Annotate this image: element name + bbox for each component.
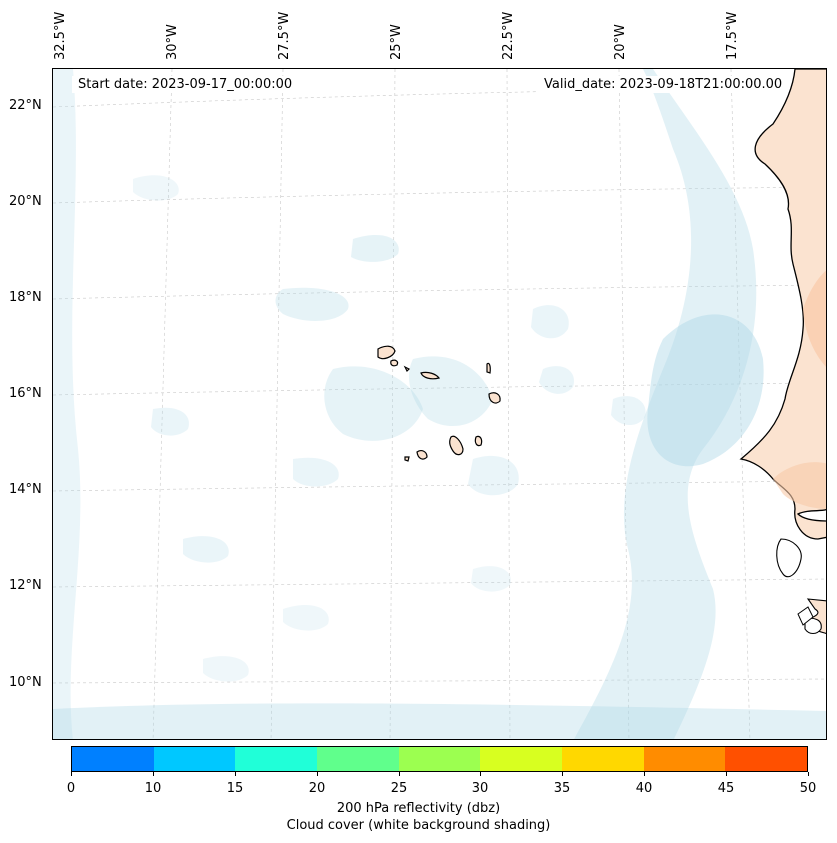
colorbar-tickmark (480, 772, 481, 776)
colorbar-segment (235, 747, 318, 771)
colorbar-segment (480, 747, 563, 771)
graticule (53, 69, 826, 739)
colorbar-tick-label: 10 (144, 781, 162, 796)
colorbar-segment (562, 747, 644, 771)
colorbar-tickmark (726, 772, 727, 776)
colorbar-tickmark (644, 772, 645, 776)
colorbar-tick-label: 45 (717, 781, 735, 796)
longitude-label: 25°W (389, 24, 404, 60)
latitude-label: 20°N (9, 194, 42, 209)
colorbar-tickmark (562, 772, 563, 776)
colorbar-segment (317, 747, 399, 771)
colorbar-segment (643, 747, 726, 771)
latitude-label: 16°N (9, 386, 42, 401)
latitude-label: 10°N (9, 675, 42, 690)
longitude-label: 32.5°W (53, 11, 68, 60)
colorbar-tickmark (808, 772, 809, 776)
colorbar-segment (398, 747, 481, 771)
colorbar-tick-label: 20 (308, 781, 326, 796)
latitude-label: 12°N (9, 578, 42, 593)
cape-verde-islands (377, 345, 501, 462)
colorbar-tickmark (317, 772, 318, 776)
colorbar-tickmark (153, 772, 154, 776)
start-date-label: Start date: 2023-09-17_00:00:00 (72, 76, 299, 93)
cloud-cover-shading (53, 69, 826, 739)
longitude-label: 17.5°W (725, 11, 740, 60)
colorbar-tick-label: 15 (226, 781, 244, 796)
colorbar-tick-label: 30 (471, 781, 489, 796)
colorbar-tickmark (399, 772, 400, 776)
longitude-label: 20°W (613, 24, 628, 60)
colorbar (71, 746, 808, 772)
colorbar-tick-label: 50 (799, 781, 817, 796)
colorbar-tick-label: 25 (390, 781, 408, 796)
longitude-label: 27.5°W (277, 11, 292, 60)
latitude-label: 14°N (9, 482, 42, 497)
map-panel (52, 68, 827, 740)
map-canvas (53, 69, 826, 739)
colorbar-segment (153, 747, 236, 771)
colorbar-segment (725, 747, 808, 771)
valid-date-label: Valid_date: 2023-09-18T21:00:00.00 (538, 76, 789, 93)
colorbar-segment (72, 747, 154, 771)
colorbar-subtitle: Cloud cover (white background shading) (286, 818, 551, 833)
latitude-label: 18°N (9, 290, 42, 305)
colorbar-title: 200 hPa reflectivity (dbz) (336, 801, 501, 816)
colorbar-tick-label: 0 (66, 781, 76, 796)
longitude-label: 22.5°W (501, 11, 516, 60)
latitude-label: 22°N (9, 98, 42, 113)
colorbar-tick-label: 40 (635, 781, 653, 796)
colorbar-tickmark (235, 772, 236, 776)
longitude-label: 30°W (165, 24, 180, 60)
land-africa (739, 69, 826, 635)
colorbar-tick-label: 35 (553, 781, 571, 796)
colorbar-tickmark (71, 772, 72, 776)
